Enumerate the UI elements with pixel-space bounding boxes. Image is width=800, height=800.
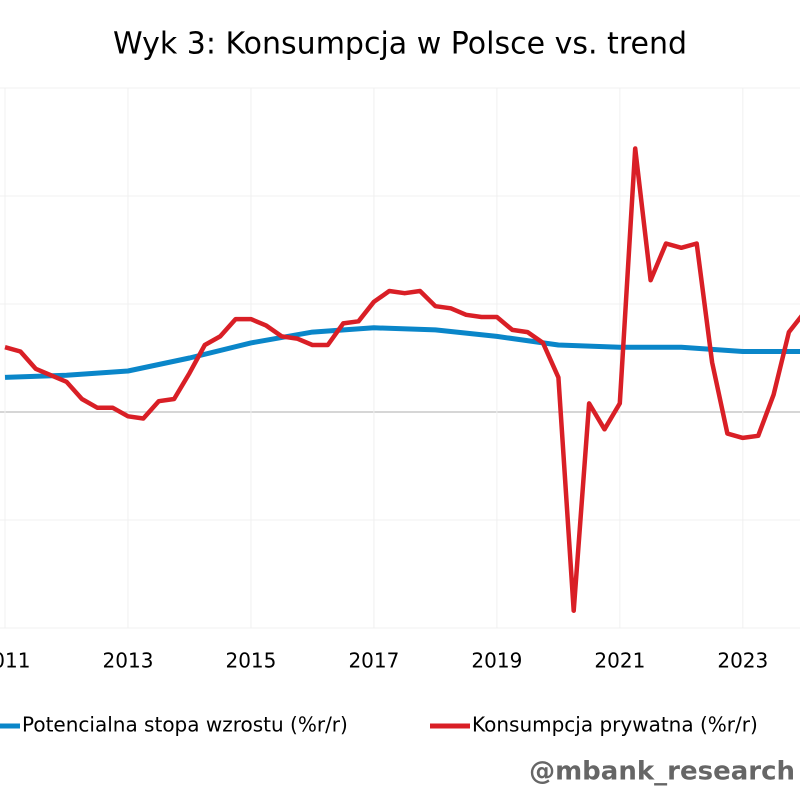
axis-labels: 2011 2013 2015 2017 2019 2021 2023 [0,649,768,673]
x-tick-label: 2023 [717,649,768,673]
x-tick-label: 2021 [594,649,645,673]
series-line [4,146,800,613]
source: @mbank_research [529,757,795,787]
grid [0,87,800,629]
legend: Potencialna stopa wzrostu (%r/r) Konsumpc… [0,713,758,737]
legend-label: Potencialna stopa wzrostu (%r/r) [22,713,348,737]
x-tick-label: 2015 [225,649,276,673]
series-line [4,325,800,380]
legend-label: Konsumpcja prywatna (%r/r) [472,713,758,737]
x-tick-label: 2019 [471,649,522,673]
x-tick-label: 2017 [348,649,399,673]
x-tick-label: 2013 [103,649,154,673]
x-tick-label: 2011 [0,649,30,673]
chart-title: Wyk 3: Konsumpcja w Polsce vs. trend [113,27,687,62]
plot-area [4,146,800,613]
